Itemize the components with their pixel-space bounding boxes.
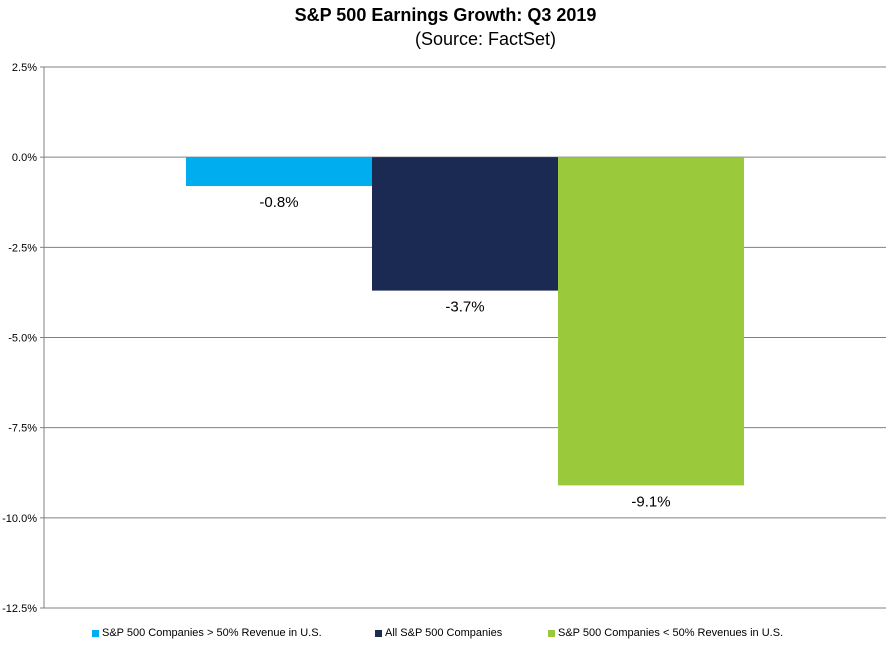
legend-item-all: All S&P 500 Companies	[375, 627, 502, 639]
y-tick-label: -2.5%	[8, 242, 37, 254]
bar	[372, 157, 558, 291]
bars	[186, 157, 744, 486]
data-label: -0.8%	[259, 194, 298, 211]
legend-label: S&P 500 Companies < 50% Revenues in U.S.	[558, 627, 784, 639]
legend-item-under-50: S&P 500 Companies < 50% Revenues in U.S.	[548, 627, 783, 639]
y-tick-label: 0.0%	[12, 152, 37, 164]
y-tick-label: -7.5%	[8, 423, 37, 435]
chart-subtitle: (Source: FactSet)	[414, 29, 557, 49]
legend-swatch	[92, 629, 99, 637]
chart-title: S&P 500 Earnings Growth: Q3 2019	[294, 5, 597, 25]
y-tick-label: -5.0%	[8, 333, 37, 345]
y-tick-label: -10.0%	[2, 513, 37, 525]
data-label: -9.1%	[631, 493, 670, 510]
bar	[558, 157, 744, 486]
legend-item-over-50: S&P 500 Companies > 50% Revenue in U.S.	[92, 627, 322, 639]
data-label: -3.7%	[445, 299, 484, 316]
data-labels: -0.8% -3.7% -9.1%	[259, 194, 670, 510]
y-tick-label: 2.5%	[12, 62, 37, 74]
gridlines	[44, 66, 886, 609]
legend-label: S&P 500 Companies > 50% Revenue in U.S.	[102, 627, 322, 639]
bar-chart: 2.5% 0.0% -2.5% -5.0% -7.5% -10.0% -12.5% -0.8…	[2, 62, 886, 615]
bar	[186, 157, 372, 187]
legend-swatch	[375, 629, 382, 637]
y-axis-ticks: 2.5% 0.0% -2.5% -5.0% -7.5% -10.0% -12.5%	[2, 62, 44, 615]
legend-swatch	[548, 629, 555, 637]
y-tick-label: -12.5%	[2, 603, 37, 615]
legend-label: All S&P 500 Companies	[385, 627, 503, 639]
